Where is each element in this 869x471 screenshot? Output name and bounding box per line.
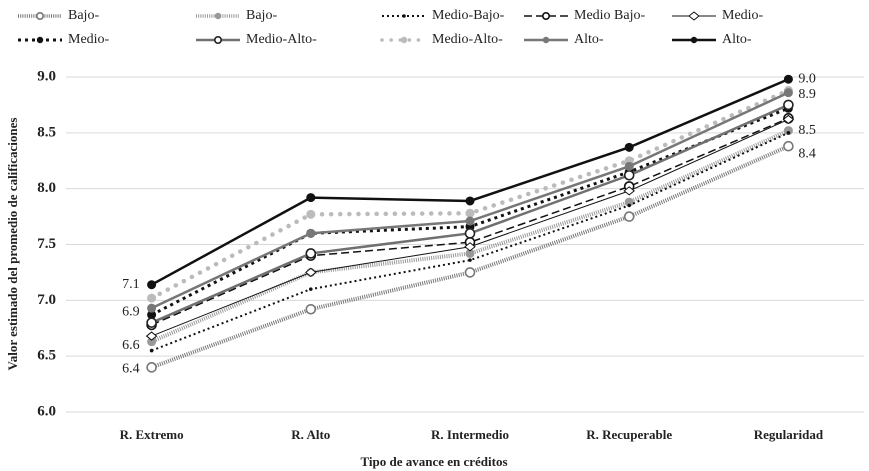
legend-marker	[688, 11, 700, 21]
legend-label: Bajo-	[246, 8, 277, 23]
data-point	[783, 88, 793, 98]
data-point	[623, 211, 635, 222]
annotation: 9.0	[798, 71, 816, 86]
x-tick-label: R. Extremo	[120, 427, 184, 442]
data-point	[146, 362, 157, 373]
y-tick-label: 8.0	[37, 180, 56, 196]
y-tick-label: 9.0	[37, 68, 56, 84]
data-point	[465, 196, 475, 206]
data-point	[627, 203, 631, 208]
data-point	[306, 228, 316, 238]
legend-label: Medio-	[722, 8, 764, 23]
legend-marker	[690, 36, 698, 44]
data-point	[783, 140, 794, 152]
data-point	[465, 208, 475, 218]
data-point	[623, 186, 636, 196]
data-point	[306, 193, 316, 203]
y-tick-label: 7.0	[37, 292, 56, 308]
data-point	[624, 142, 634, 152]
data-point	[146, 317, 157, 328]
data-point	[624, 161, 634, 171]
data-point	[149, 348, 154, 353]
legend-label: Medio-Alto-	[432, 32, 503, 47]
series-line	[150, 128, 790, 344]
x-axis-title: Tipo de avance en créditos	[360, 454, 507, 469]
x-tick-label: R. Recuperable	[586, 427, 672, 442]
data-point	[465, 216, 475, 226]
y-tick-label: 6.0	[37, 403, 56, 419]
data-point	[783, 99, 794, 111]
x-tick-label: Regularidad	[754, 427, 824, 442]
data-point	[786, 131, 791, 135]
legend-marker	[214, 35, 223, 44]
data-point	[783, 74, 793, 84]
annotation: 8.5	[798, 123, 816, 138]
data-point	[464, 228, 476, 239]
data-point	[465, 248, 475, 258]
data-point	[305, 248, 317, 259]
legend-marker	[400, 36, 408, 44]
data-point	[147, 310, 157, 320]
legend-marker	[541, 12, 550, 21]
data-point	[147, 303, 157, 313]
legend-label: Alto-	[722, 32, 752, 47]
data-point	[623, 169, 635, 181]
data-point	[309, 287, 313, 291]
x-tick-label: R. Alto	[291, 427, 330, 442]
legend-label: Bajo-	[68, 8, 99, 23]
legend-label: Medio-Alto-	[246, 32, 317, 47]
y-axis-title: Valor estimado del promedio de calificac…	[5, 118, 20, 371]
legend-marker	[402, 14, 406, 18]
legend-label: Medio-	[68, 32, 110, 47]
annotation: 6.6	[122, 338, 140, 353]
data-point	[147, 293, 157, 303]
data-point	[464, 242, 476, 252]
data-point	[304, 267, 317, 278]
annotation: 6.4	[122, 362, 140, 377]
data-point	[147, 280, 157, 290]
annotation: 8.9	[798, 87, 816, 102]
data-point	[145, 331, 158, 341]
x-tick-label: R. Intermedio	[431, 427, 509, 442]
legend-marker	[36, 36, 44, 44]
legend-label: Medio Bajo-	[574, 8, 645, 23]
annotation: 7.1	[122, 277, 140, 292]
y-tick-label: 6.5	[37, 348, 56, 364]
annotation: 6.9	[122, 304, 140, 319]
data-point	[468, 258, 472, 262]
series-line	[151, 117, 789, 326]
legend-marker	[214, 12, 222, 20]
data-point	[305, 303, 317, 315]
annotation: 8.4	[798, 146, 816, 161]
data-point	[782, 114, 795, 125]
legend-label: Alto-	[574, 32, 604, 47]
data-point	[147, 337, 157, 347]
legend-marker	[542, 36, 550, 44]
y-tick-label: 8.5	[37, 124, 56, 140]
series-line	[149, 88, 791, 301]
y-tick-label: 7.5	[37, 236, 56, 252]
data-point	[624, 197, 634, 207]
data-point	[464, 267, 476, 278]
data-point	[783, 126, 793, 136]
legend-label: Medio-Bajo-	[432, 8, 505, 23]
legend-marker	[35, 12, 44, 21]
data-point	[306, 209, 316, 219]
